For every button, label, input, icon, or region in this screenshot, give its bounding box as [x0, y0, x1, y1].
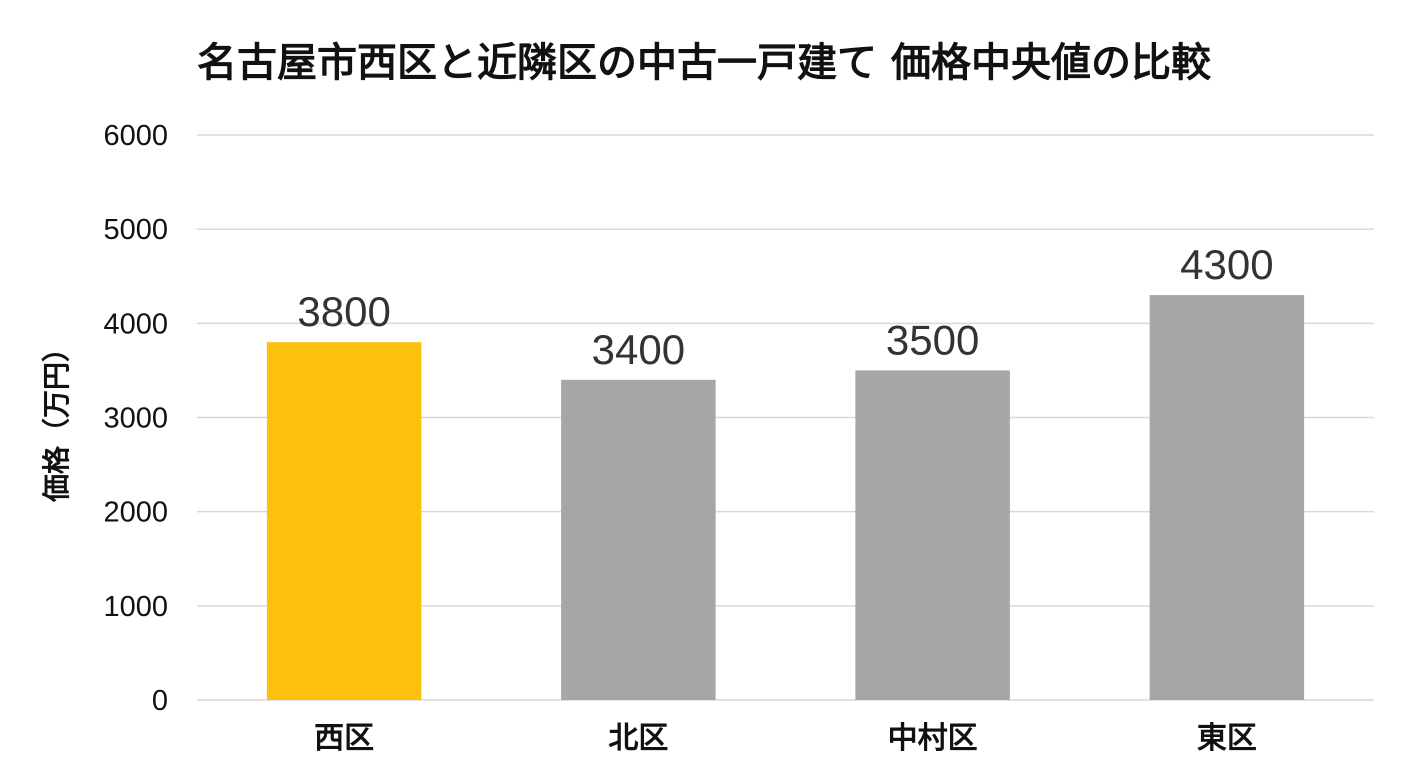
bar — [855, 370, 1010, 700]
y-axis-label: 価格（万円） — [40, 334, 73, 503]
bar-value-label: 3800 — [297, 288, 390, 335]
bar — [561, 379, 716, 700]
x-tick-label: 中村区 — [888, 721, 978, 756]
y-axis-ticks: 0 1000 2000 3000 4000 5000 6000 — [103, 120, 168, 717]
y-tick-label: 3000 — [103, 403, 168, 435]
y-tick-label: 0 — [152, 685, 168, 717]
chart-title: 名古屋市西区と近隣区の中古一戸建て 価格中央値の比較 — [197, 40, 1212, 86]
y-tick-label: 6000 — [103, 120, 168, 152]
x-tick-label: 西区 — [314, 721, 374, 756]
bar — [266, 342, 422, 700]
y-tick-label: 5000 — [103, 214, 168, 246]
x-tick-label: 東区 — [1197, 721, 1257, 756]
y-tick-label: 1000 — [103, 591, 168, 623]
bar-value-label: 3500 — [886, 316, 979, 363]
data-labels: 3800 3400 3500 4300 — [297, 241, 1273, 373]
x-tick-label: 北区 — [608, 721, 668, 756]
bar-value-label: 3400 — [592, 326, 685, 373]
bar-value-label: 4300 — [1180, 241, 1273, 288]
y-tick-label: 4000 — [103, 308, 168, 340]
bar — [1149, 295, 1305, 700]
y-tick-label: 2000 — [103, 497, 168, 529]
bars — [266, 295, 1305, 700]
x-axis-ticks: 西区 北区 中村区 東区 — [314, 721, 1257, 756]
